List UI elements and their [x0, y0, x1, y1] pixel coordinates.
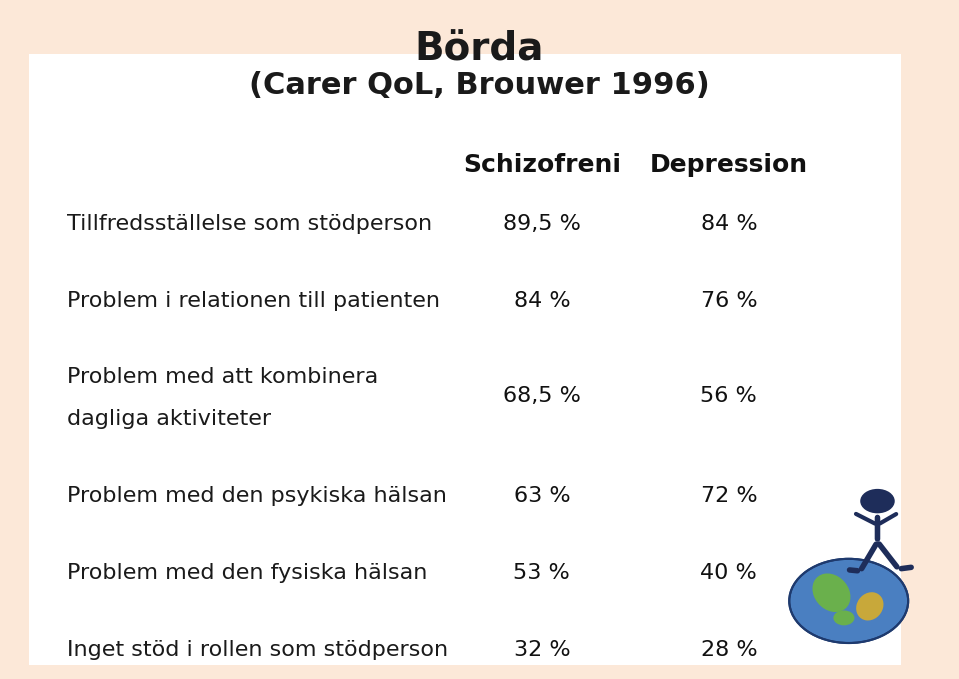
- FancyArrowPatch shape: [879, 544, 897, 567]
- Text: 89,5 %: 89,5 %: [503, 214, 581, 234]
- Text: 72 %: 72 %: [700, 486, 758, 506]
- FancyArrowPatch shape: [861, 545, 877, 568]
- Text: Tillfredsställelse som stödperson: Tillfredsställelse som stödperson: [67, 214, 433, 234]
- Text: 84 %: 84 %: [700, 214, 758, 234]
- Circle shape: [789, 559, 908, 643]
- Text: 63 %: 63 %: [513, 486, 571, 506]
- Ellipse shape: [812, 574, 851, 612]
- Text: 56 %: 56 %: [700, 386, 758, 406]
- Text: Problem med att kombinera: Problem med att kombinera: [67, 367, 379, 387]
- Text: 40 %: 40 %: [700, 563, 758, 583]
- Text: Börda: Börda: [415, 31, 544, 69]
- Text: 28 %: 28 %: [700, 640, 758, 659]
- Text: 84 %: 84 %: [513, 291, 571, 310]
- Text: 32 %: 32 %: [513, 640, 571, 659]
- Text: Problem med den fysiska hälsan: Problem med den fysiska hälsan: [67, 563, 428, 583]
- FancyArrowPatch shape: [856, 514, 875, 524]
- Text: 76 %: 76 %: [700, 291, 758, 310]
- FancyArrowPatch shape: [850, 570, 857, 571]
- Ellipse shape: [833, 610, 854, 625]
- Text: Problem i relationen till patienten: Problem i relationen till patienten: [67, 291, 440, 310]
- Text: Problem med den psykiska hälsan: Problem med den psykiska hälsan: [67, 486, 447, 506]
- Text: Depression: Depression: [650, 153, 807, 177]
- Text: 53 %: 53 %: [513, 563, 571, 583]
- Text: Inget stöd i rollen som stödperson: Inget stöd i rollen som stödperson: [67, 640, 448, 659]
- Text: dagliga aktiviteter: dagliga aktiviteter: [67, 409, 271, 429]
- Text: Schizofreni: Schizofreni: [463, 153, 620, 177]
- Ellipse shape: [856, 592, 883, 621]
- Text: 68,5 %: 68,5 %: [503, 386, 581, 406]
- FancyBboxPatch shape: [29, 54, 901, 665]
- Text: (Carer QoL, Brouwer 1996): (Carer QoL, Brouwer 1996): [249, 71, 710, 100]
- Circle shape: [860, 489, 895, 513]
- FancyArrowPatch shape: [880, 514, 896, 524]
